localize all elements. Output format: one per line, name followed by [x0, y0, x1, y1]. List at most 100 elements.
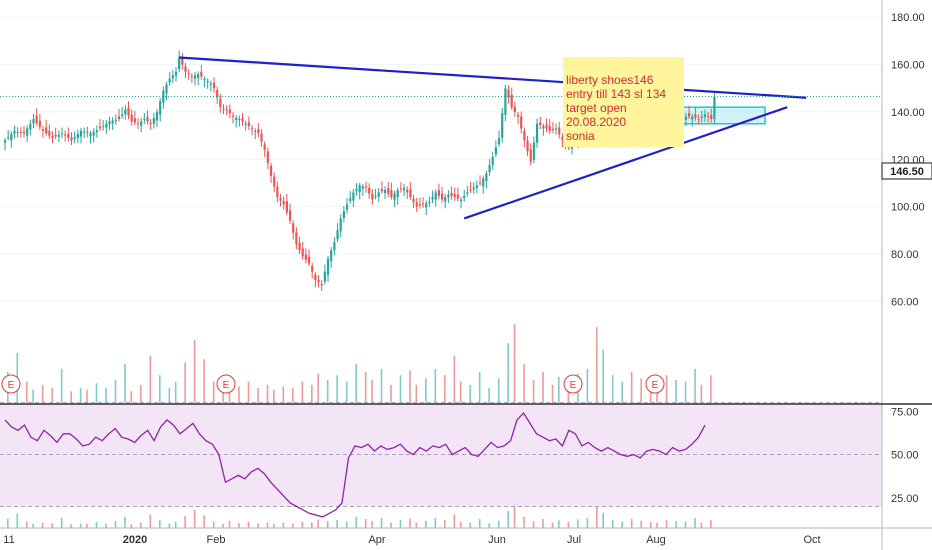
candle-body — [165, 84, 168, 94]
candle-body — [10, 134, 13, 141]
candle-body — [38, 120, 41, 127]
time-tick-label: Aug — [646, 534, 666, 546]
volume-bar — [399, 519, 402, 528]
candle-body — [285, 201, 288, 213]
candle-body — [51, 136, 54, 138]
candle-body — [333, 242, 336, 251]
volume-bar — [79, 388, 82, 404]
volume-bar — [311, 384, 313, 404]
candle-body — [105, 123, 108, 128]
candle-body — [713, 96, 716, 120]
rsi-axis[interactable]: 75.00 50.00 25.00 — [891, 406, 919, 505]
candle-body — [238, 119, 241, 121]
candle-body — [73, 137, 76, 140]
candle-body — [263, 144, 266, 150]
candle-body — [355, 188, 358, 192]
candle-body — [450, 192, 453, 196]
volume-bar — [469, 384, 471, 404]
candle-body — [174, 71, 178, 76]
candle-body — [482, 178, 485, 187]
candle-body — [406, 189, 409, 193]
volume-bar — [656, 522, 658, 528]
volume-bar — [390, 384, 392, 404]
time-tick-label: Apr — [368, 534, 385, 546]
earnings-badge-label: E — [570, 380, 577, 391]
candle-body — [168, 78, 171, 83]
volume-bar — [596, 327, 598, 404]
volume-bar — [41, 384, 44, 404]
candle-body — [29, 123, 32, 130]
volume-bar — [32, 389, 34, 404]
candle-body — [212, 82, 216, 89]
volume-bar — [656, 384, 658, 404]
candle-body — [67, 133, 70, 138]
candle-body — [336, 230, 339, 240]
price-tick-label: 160.00 — [891, 60, 925, 72]
time-axis[interactable]: 11 2020 Feb Apr Jun Jul Aug Oct — [3, 534, 820, 546]
candle-body — [497, 137, 501, 145]
candle-body — [298, 242, 301, 251]
candle-body — [181, 57, 184, 65]
candle-body — [317, 280, 320, 283]
volume-bar — [184, 362, 186, 404]
candle-body — [396, 190, 399, 198]
volume-bar — [444, 519, 446, 528]
candle-body — [507, 89, 510, 98]
candle-body — [89, 133, 92, 136]
volume-bar — [326, 521, 329, 528]
candlestick-series — [3, 50, 716, 291]
volume-bar — [355, 364, 357, 404]
candle-body — [703, 114, 707, 117]
candle-body — [311, 265, 314, 272]
volume-bar — [710, 375, 712, 404]
volume-bar — [523, 364, 525, 404]
candle-body — [60, 133, 64, 135]
candle-body — [155, 111, 159, 121]
volume-bar — [140, 522, 142, 528]
volume-bar — [273, 523, 275, 528]
volume-bar — [105, 388, 107, 404]
candle-body — [488, 165, 491, 172]
candle-body — [418, 204, 421, 206]
candle-body — [35, 115, 38, 123]
volume-bar — [469, 522, 471, 528]
volume-bar — [336, 519, 338, 528]
volume-bar — [675, 521, 677, 528]
candle-body — [478, 182, 482, 184]
candle-body — [273, 176, 276, 187]
candle-body — [542, 126, 545, 129]
candle-body — [694, 114, 697, 118]
volume-bar — [640, 520, 642, 528]
candle-body — [162, 90, 165, 103]
volume-bar — [168, 523, 171, 528]
trade-note[interactable]: liberty shoes146 entry till 143 sl 134 t… — [563, 57, 684, 147]
volume-bar — [602, 349, 604, 404]
candle-body — [523, 130, 526, 141]
time-tick-label: Jun — [488, 534, 506, 546]
time-tick-label: Feb — [207, 534, 226, 546]
candle-body — [108, 121, 111, 125]
volume-bar — [586, 518, 589, 528]
volume-bar — [497, 520, 500, 528]
candle-body — [345, 204, 349, 210]
candle-body — [440, 193, 444, 200]
rsi-line — [4, 411, 706, 518]
candle-body — [102, 126, 105, 128]
candle-body — [390, 190, 393, 198]
candle-body — [510, 94, 513, 108]
candle-body — [276, 186, 279, 198]
trendline — [463, 106, 788, 220]
trendlines[interactable] — [179, 56, 807, 220]
candle-body — [374, 195, 377, 197]
volume-bar — [247, 381, 250, 404]
volume-bar — [551, 384, 554, 404]
price-tick-label: 180.00 — [891, 12, 925, 24]
candle-body — [244, 123, 247, 125]
volume-bar — [70, 391, 72, 404]
volume-bar — [114, 521, 117, 528]
candle-body — [260, 133, 263, 142]
volume-bar — [168, 388, 171, 404]
candle-body — [95, 130, 98, 133]
